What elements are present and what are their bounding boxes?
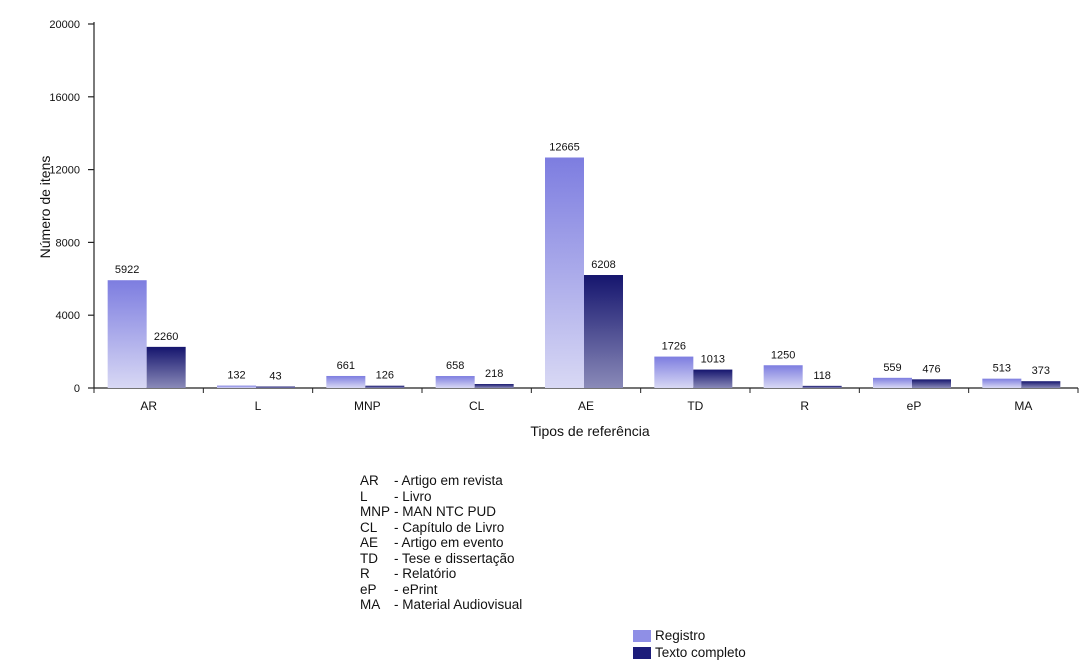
abbreviation-code: AR xyxy=(360,473,379,488)
x-tick-label: TD xyxy=(687,399,703,413)
data-label: 1250 xyxy=(771,349,795,361)
legend-item: Texto completo xyxy=(633,644,746,661)
abbreviation-description: - Artigo em evento xyxy=(394,535,504,550)
abbreviation-description: - Artigo em revista xyxy=(394,473,503,488)
abbreviation-row: R - Relatório xyxy=(360,566,522,582)
bar-MA-registro xyxy=(982,378,1022,388)
data-label: 132 xyxy=(227,370,245,382)
y-tick-label: 8000 xyxy=(56,237,80,249)
data-label: 373 xyxy=(1032,365,1050,377)
abbreviation-row: eP - ePrint xyxy=(360,582,522,598)
y-tick-label: 0 xyxy=(74,383,80,395)
legend-swatch xyxy=(633,629,651,642)
bar-AE-texto-completo xyxy=(584,275,623,388)
data-label: 118 xyxy=(813,370,831,382)
data-label: 218 xyxy=(485,368,503,380)
x-tick-label: AR xyxy=(140,399,157,413)
bar-MNP-texto-completo xyxy=(365,385,405,388)
abbreviation-code: AE xyxy=(360,535,379,550)
y-axis-title: Número de itens xyxy=(37,156,53,259)
abbreviation-row: TD - Tese e dissertação xyxy=(360,551,522,567)
bar-CL-registro xyxy=(435,376,475,388)
bar-TD-texto-completo xyxy=(693,369,733,388)
bars-group xyxy=(107,157,1061,388)
legend: Registro Texto completo xyxy=(633,627,746,661)
abbreviation-code: L xyxy=(360,488,368,504)
data-label: 1726 xyxy=(662,341,686,353)
legend-label: Registro xyxy=(655,628,706,643)
x-axis-title: Tipos de referência xyxy=(530,423,650,439)
y-tick-label: 12000 xyxy=(49,165,80,177)
bar-AE-registro xyxy=(545,157,584,388)
abbreviation-description: - MAN NTC PUD xyxy=(394,504,496,519)
bar-AR-texto-completo xyxy=(146,346,186,388)
data-label: 658 xyxy=(446,360,464,372)
bar-eP-texto-completo xyxy=(912,379,951,388)
abbreviation-description: - Capítulo de Livro xyxy=(394,519,505,535)
data-label: 1013 xyxy=(701,354,725,366)
bar-TD-registro xyxy=(654,356,694,388)
abbreviation-code: eP xyxy=(360,581,377,597)
abbreviation-description: - ePrint xyxy=(394,581,438,597)
data-label: 126 xyxy=(376,370,394,382)
legend-label: Texto completo xyxy=(655,645,746,660)
data-label: 559 xyxy=(883,362,901,374)
bar-AR-registro xyxy=(107,280,147,388)
data-label: 6208 xyxy=(591,259,615,271)
legend-item: Registro xyxy=(633,627,746,644)
data-label: 513 xyxy=(993,363,1011,375)
labels-group: 5922 2260 AR 132 43 L 661 126 MNP 658 218 CL 12665 62… xyxy=(115,141,1050,413)
x-tick-label: CL xyxy=(469,399,485,413)
abbreviation-description: - Material Audiovisual xyxy=(394,597,523,612)
data-label: 2260 xyxy=(154,331,178,343)
bar-CL-texto-completo xyxy=(474,384,514,388)
abbreviation-row: MA - Material Audiovisual xyxy=(360,597,522,613)
bar-eP-registro xyxy=(873,377,912,388)
bar-R-registro xyxy=(763,365,803,388)
abbreviation-code: MNP xyxy=(360,504,390,519)
data-label: 43 xyxy=(269,371,281,383)
y-tick-label: 20000 xyxy=(49,19,80,31)
bar-R-texto-completo xyxy=(802,385,842,388)
abbreviation-code: MA xyxy=(360,597,381,612)
x-tick-label: MNP xyxy=(354,399,381,413)
abbreviation-code: CL xyxy=(360,519,378,535)
bar-chart: 0 4000 8000 12000 16000 20000 5922 2260 AR 132 43… xyxy=(37,19,1079,439)
abbreviation-description: - Livro xyxy=(394,488,432,504)
data-label: 5922 xyxy=(115,264,139,276)
abbreviation-row: MNP - MAN NTC PUD xyxy=(360,504,522,520)
abbreviation-row: CL - Capítulo de Livro xyxy=(360,520,522,536)
bar-MA-texto-completo xyxy=(1021,381,1061,388)
data-label: 476 xyxy=(922,363,940,375)
abbreviation-row: AR - Artigo em revista xyxy=(360,473,522,489)
abbreviation-code: TD xyxy=(360,550,378,566)
abbreviation-code: R xyxy=(360,566,370,581)
abbreviation-row: L - Livro xyxy=(360,489,522,505)
x-tick-label: L xyxy=(255,399,262,413)
bar-L-registro xyxy=(217,385,256,388)
bar-MNP-registro xyxy=(326,375,366,388)
abbreviation-list: AR - Artigo em revista L - Livro MNP - MAN NT… xyxy=(360,473,522,613)
x-tick-label: R xyxy=(800,399,809,413)
bar-L-texto-completo xyxy=(256,386,295,388)
data-label: 12665 xyxy=(549,141,580,153)
x-tick-label: AE xyxy=(578,399,594,413)
abbreviation-row: AE - Artigo em evento xyxy=(360,535,522,551)
y-tick-label: 16000 xyxy=(49,92,80,104)
abbreviation-description: - Relatório xyxy=(394,566,457,581)
x-tick-label: eP xyxy=(907,399,922,413)
data-label: 661 xyxy=(337,360,355,372)
x-tick-label: MA xyxy=(1014,399,1032,413)
legend-swatch xyxy=(633,646,651,659)
y-tick-label: 4000 xyxy=(56,310,80,322)
abbreviation-description: - Tese e dissertação xyxy=(394,550,515,566)
